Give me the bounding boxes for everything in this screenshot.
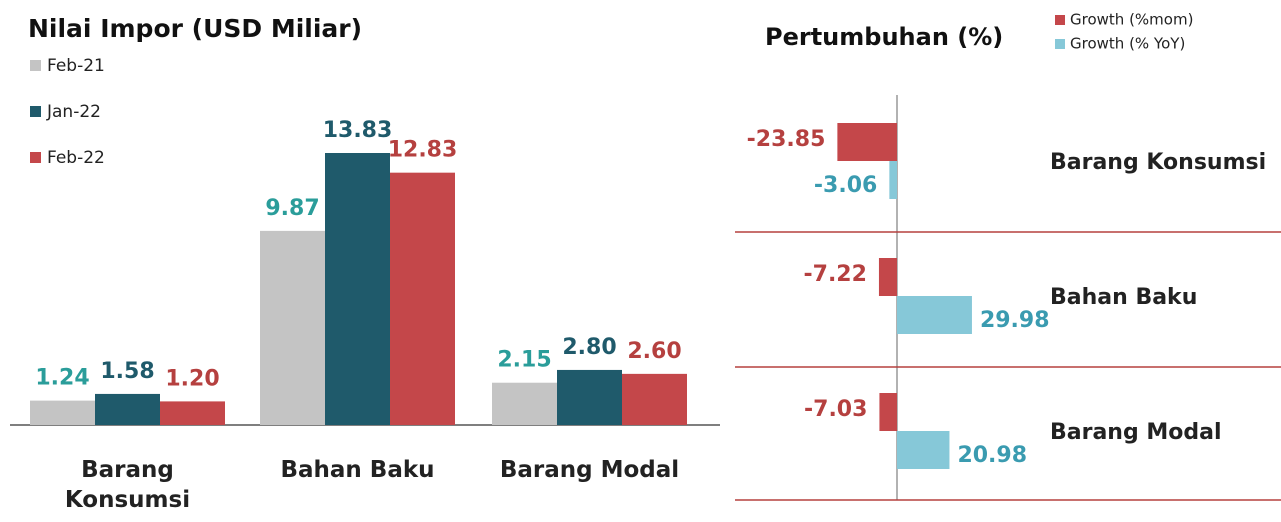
value-label: 9.87 xyxy=(265,196,319,221)
chart-title: Nilai Impor (USD Miliar) xyxy=(28,14,362,43)
bar xyxy=(889,161,897,199)
value-label: 1.20 xyxy=(165,366,219,391)
legend-swatch xyxy=(30,60,41,71)
bar xyxy=(95,393,160,425)
bar xyxy=(325,153,390,425)
bar xyxy=(260,230,325,425)
value-label: -7.03 xyxy=(804,397,867,422)
bar xyxy=(390,172,455,425)
value-label: 13.83 xyxy=(323,118,393,143)
chart-title: Pertumbuhan (%) xyxy=(765,23,1003,51)
value-label: -23.85 xyxy=(747,127,826,152)
x-tick-label: Bahan Baku xyxy=(280,457,435,483)
bar xyxy=(492,382,557,425)
legend-label: Growth (%mom) xyxy=(1070,11,1193,29)
legend-swatch xyxy=(30,152,41,163)
value-label: 1.24 xyxy=(35,366,89,391)
bar xyxy=(897,431,950,469)
value-label: 2.15 xyxy=(497,348,551,373)
legend-label: Feb-21 xyxy=(47,56,105,76)
y-tick-label: Barang Konsumsi xyxy=(1050,150,1266,175)
legend-swatch xyxy=(1055,15,1065,25)
y-tick-label: Bahan Baku xyxy=(1050,285,1197,310)
value-label: 1.58 xyxy=(100,359,154,384)
value-label: 2.80 xyxy=(562,335,616,360)
value-label: -3.06 xyxy=(814,173,877,198)
x-tick-label: Barang Konsumsi xyxy=(64,457,191,513)
bar xyxy=(878,258,897,296)
bar xyxy=(557,369,622,425)
bar xyxy=(30,400,95,425)
legend-label: Growth (% YoY) xyxy=(1070,35,1185,53)
value-label: 29.98 xyxy=(980,308,1050,333)
value-label: 20.98 xyxy=(957,443,1027,468)
value-label: -7.22 xyxy=(804,262,867,287)
value-label: 2.60 xyxy=(627,339,681,364)
y-tick-label: Barang Modal xyxy=(1050,420,1222,445)
x-tick-label: Barang Modal xyxy=(499,457,680,483)
legend-label: Feb-22 xyxy=(47,148,105,168)
bar xyxy=(837,123,897,161)
legend-label: Jan-22 xyxy=(46,102,101,122)
bar xyxy=(160,401,225,425)
legend-swatch xyxy=(30,106,41,117)
bar xyxy=(879,393,897,431)
value-label: 12.83 xyxy=(388,138,458,163)
legend-swatch xyxy=(1055,39,1065,49)
bar xyxy=(622,373,687,425)
bar xyxy=(897,296,972,334)
